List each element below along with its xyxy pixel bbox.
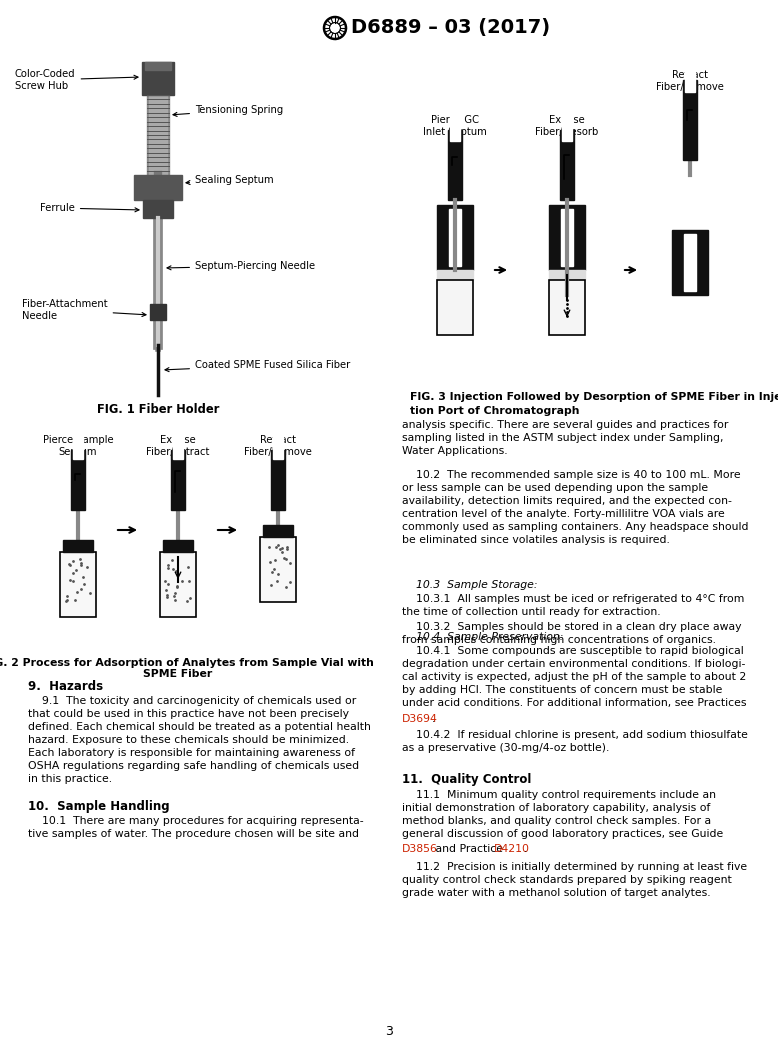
Text: D3856: D3856 (402, 843, 438, 854)
Text: 10.3  Sample Storage:: 10.3 Sample Storage: (402, 580, 538, 590)
Bar (263, 525, 293, 537)
Text: 10.4  Sample Preservation:: 10.4 Sample Preservation: (402, 632, 563, 642)
Bar (437, 280, 473, 335)
Text: SPME Fiber: SPME Fiber (143, 668, 212, 679)
Bar (437, 270, 473, 280)
Bar (150, 304, 166, 320)
Text: analysis specific. There are several guides and practices for
sampling listed in: analysis specific. There are several gui… (402, 420, 728, 456)
Bar (134, 175, 182, 200)
Text: 11.2  Precision is initially determined by running at least five
quality control: 11.2 Precision is initially determined b… (402, 862, 747, 897)
Bar (60, 552, 96, 617)
Text: D3694: D3694 (402, 713, 438, 723)
Text: Fiber-Attachment
Needle: Fiber-Attachment Needle (22, 299, 146, 321)
Text: Sealing Septum: Sealing Septum (186, 175, 274, 185)
Bar (549, 205, 585, 270)
Bar (171, 450, 185, 510)
Text: 3: 3 (385, 1025, 393, 1038)
Bar (260, 537, 296, 602)
Bar (163, 540, 193, 552)
Text: D6889 – 03 (2017): D6889 – 03 (2017) (351, 19, 550, 37)
Text: 9.  Hazards: 9. Hazards (28, 680, 103, 693)
Text: Expose
Fiber/Desorb: Expose Fiber/Desorb (535, 115, 598, 137)
Bar (273, 426, 283, 459)
Bar (549, 280, 585, 335)
Text: 11.1  Minimum quality control requirements include an
initial demonstration of l: 11.1 Minimum quality control requirement… (402, 789, 724, 839)
Bar (143, 200, 173, 218)
Text: and Practice: and Practice (432, 843, 506, 854)
Bar (142, 62, 174, 95)
Bar (63, 540, 93, 552)
Bar (437, 205, 473, 270)
Text: 10.  Sample Handling: 10. Sample Handling (28, 799, 170, 813)
Text: Pierce Sample
Septum: Pierce Sample Septum (43, 435, 114, 457)
Bar (562, 102, 572, 141)
Bar (684, 234, 696, 291)
Text: Pierce GC
Inlet Septum: Pierce GC Inlet Septum (423, 115, 487, 137)
Bar (561, 209, 573, 266)
Text: 10.4.1  Some compounds are susceptible to rapid biological
degradation under cer: 10.4.1 Some compounds are susceptible to… (402, 646, 747, 708)
Text: Retract
Fiber/Remove: Retract Fiber/Remove (244, 435, 312, 457)
Text: FIG. 1 Fiber Holder: FIG. 1 Fiber Holder (96, 403, 219, 416)
Bar (672, 230, 708, 295)
Bar (683, 80, 697, 160)
Text: 10.3.1  All samples must be iced or refrigerated to 4°C from
the time of collect: 10.3.1 All samples must be iced or refri… (402, 594, 745, 617)
Text: Retract
Fiber/Remove: Retract Fiber/Remove (656, 70, 724, 93)
Bar (271, 450, 285, 510)
Text: 10.1  There are many procedures for acquiring representa-
tive samples of water.: 10.1 There are many procedures for acqui… (28, 816, 363, 839)
Text: tion Port of Chromatograph: tion Port of Chromatograph (410, 406, 580, 416)
Bar (160, 552, 196, 617)
Text: 10.2  The recommended sample size is 40 to 100 mL. More
or less sample can be us: 10.2 The recommended sample size is 40 t… (402, 469, 748, 545)
Text: Coated SPME Fused Silica Fiber: Coated SPME Fused Silica Fiber (165, 360, 350, 372)
Text: 11.  Quality Control: 11. Quality Control (402, 773, 531, 787)
Bar (147, 95, 169, 175)
Bar (149, 95, 167, 175)
Bar (560, 130, 574, 200)
Text: Ferrule: Ferrule (40, 203, 139, 213)
Text: D4210: D4210 (494, 843, 530, 854)
Bar (73, 426, 83, 459)
Bar (71, 450, 85, 510)
Text: Tensioning Spring: Tensioning Spring (173, 105, 283, 117)
Bar (685, 44, 695, 92)
Text: 9.1  The toxicity and carcinogenicity of chemicals used or
that could be used in: 9.1 The toxicity and carcinogenicity of … (28, 696, 371, 784)
Text: FIG. 2 Process for Adsorption of Analytes from Sample Vial with: FIG. 2 Process for Adsorption of Analyte… (0, 658, 373, 668)
Bar (145, 62, 171, 70)
Text: FIG. 3 Injection Followed by Desorption of SPME Fiber in Injec-: FIG. 3 Injection Followed by Desorption … (410, 392, 778, 402)
Text: .: . (432, 713, 436, 723)
Text: Septum-Piercing Needle: Septum-Piercing Needle (167, 261, 315, 271)
Bar (173, 426, 183, 459)
Text: Color-Coded
Screw Hub: Color-Coded Screw Hub (15, 69, 138, 91)
Text: .: . (524, 843, 527, 854)
Bar (449, 209, 461, 266)
Text: Expose
Fiber/Extract: Expose Fiber/Extract (146, 435, 210, 457)
Text: 10.3.2  Samples should be stored in a clean dry place away
from samples containi: 10.3.2 Samples should be stored in a cle… (402, 623, 741, 645)
Bar (549, 270, 585, 280)
Text: 10.4.2  If residual chlorine is present, add sodium thiosulfate
as a preservativ: 10.4.2 If residual chlorine is present, … (402, 730, 748, 753)
Bar (448, 130, 462, 200)
Bar (450, 102, 460, 141)
